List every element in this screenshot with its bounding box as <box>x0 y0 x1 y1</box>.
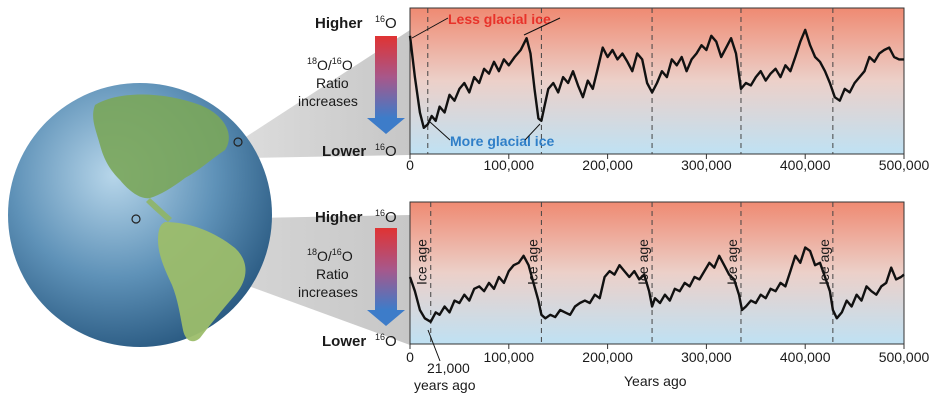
bottom-ratio-arrow-head <box>367 310 405 326</box>
bottom-isotope-panel: 0 100,000 200,000 300,000 400,000 500,000 Ice… <box>406 201 930 393</box>
top-lower-o16: 16O <box>375 142 397 160</box>
top-ratio-line2: Ratio <box>316 75 349 91</box>
top-isotope-panel: 0 100,000 200,000 300,000 400,000 500,000 Les… <box>406 7 930 173</box>
core-site-marker-top <box>233 137 243 147</box>
top-ratio-line3: increases <box>298 93 358 109</box>
ice-age-label-0: Ice age <box>414 239 430 285</box>
more-glacial-pointer-right <box>524 123 541 141</box>
bottom-x-tick-label-4: 400,000 <box>780 349 831 365</box>
beam-top <box>238 30 410 158</box>
central-america-land <box>146 198 172 222</box>
bottom-ratio-line3: increases <box>298 284 358 300</box>
top-higher-label: Higher <box>315 15 363 32</box>
top-x-tick-label-2: 200,000 <box>582 157 633 173</box>
ice-age-label-3: Ice age <box>724 239 740 285</box>
more-glacial-label: More glacial ice <box>450 133 554 149</box>
bottom-panel-background <box>409 201 905 345</box>
bottom-ratio-line2: Ratio <box>316 266 349 282</box>
bottom-isotope-trace <box>408 246 905 323</box>
top-x-tick-label-4: 400,000 <box>780 157 831 173</box>
top-ratio-arrow-shaft <box>375 36 397 118</box>
globe <box>8 83 272 347</box>
top-x-tick-label-1: 100,000 <box>483 157 534 173</box>
ice-age-label-2: Ice age <box>635 239 651 285</box>
bottom-ratio-o18o16: 18O/16O <box>307 247 353 264</box>
bottom-x-tick-label-3: 300,000 <box>681 349 732 365</box>
top-lower-label: Lower <box>322 143 366 160</box>
more-glacial-pointer-left <box>429 121 451 141</box>
bottom-higher-o16: 16O <box>375 208 397 226</box>
north-america-land <box>93 94 229 199</box>
bottom-x-tick-label-0: 0 <box>406 349 414 365</box>
top-x-tick-label-5: 500,000 <box>879 157 930 173</box>
less-glacial-pointer-left <box>411 17 449 39</box>
bottom-higher-label: Higher <box>315 209 363 226</box>
ago-21000-line1: 21,000 <box>427 360 470 376</box>
top-ratio-arrow-head <box>367 118 405 134</box>
bottom-x-tick-label-2: 200,000 <box>582 349 633 365</box>
bottom-lower-label: Lower <box>322 333 366 350</box>
top-isotope-trace <box>408 28 904 129</box>
top-x-tick-label-3: 300,000 <box>681 157 732 173</box>
south-america-land <box>158 222 246 342</box>
ice-age-label-4: Ice age <box>816 239 832 285</box>
bottom-ratio-arrow-shaft <box>375 228 397 310</box>
core-site-marker-bottom <box>131 214 141 224</box>
x-axis-title: Years ago <box>624 373 687 389</box>
bottom-x-tick-label-1: 100,000 <box>483 349 534 365</box>
top-ratio-o18o16: 18O/16O <box>307 56 353 73</box>
bottom-x-tick-label-5: 500,000 <box>879 349 930 365</box>
top-x-tick-label-0: 0 <box>406 157 414 173</box>
ice-age-label-1: Ice age <box>524 239 540 285</box>
ago-21000-pointer <box>427 329 441 362</box>
less-glacial-label: Less glacial ice <box>448 11 551 27</box>
less-glacial-pointer-right <box>523 17 561 36</box>
bottom-lower-o16: 16O <box>375 332 397 350</box>
ago-21000-line2: years ago <box>414 377 476 393</box>
top-higher-o16: 16O <box>375 14 397 32</box>
